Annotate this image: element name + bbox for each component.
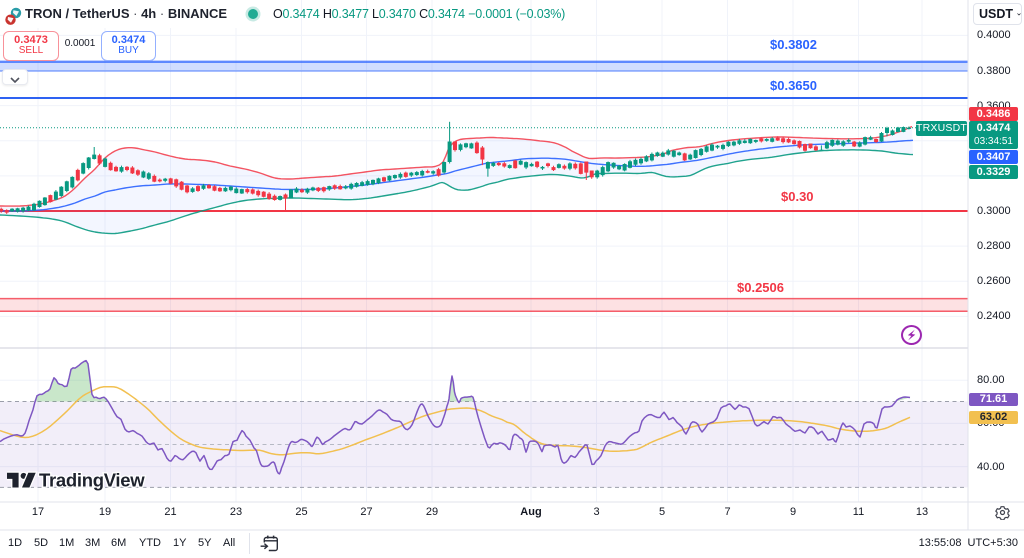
svg-text:TradingView: TradingView bbox=[39, 470, 145, 491]
